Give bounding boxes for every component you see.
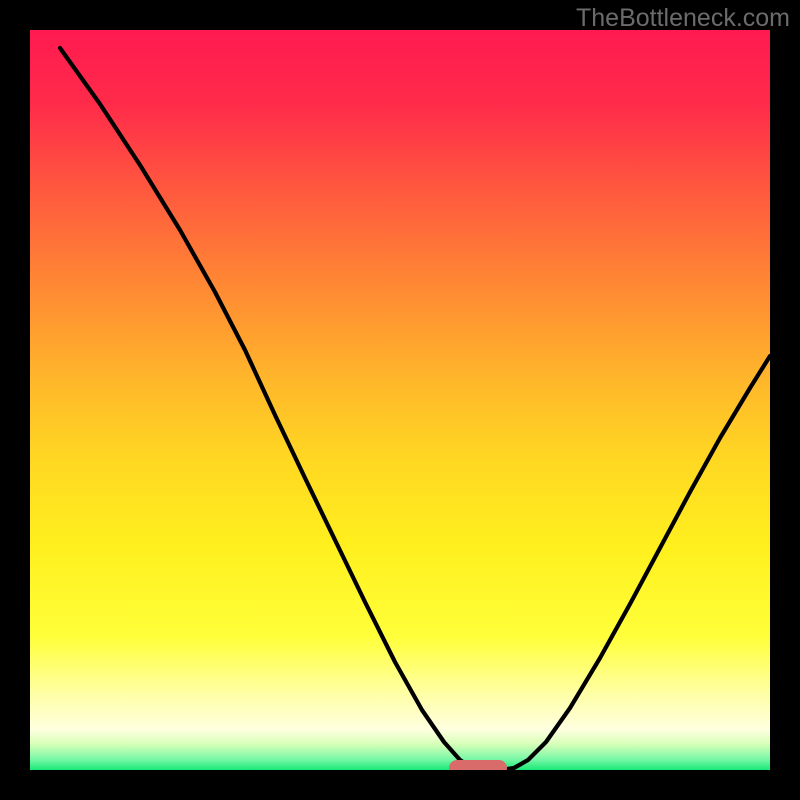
watermark-label: TheBottleneck.com [576,4,790,33]
optimum-marker [449,760,507,770]
plot-area [30,30,770,770]
bottleneck-curve [30,30,770,770]
curve-path [60,48,770,770]
chart-container: TheBottleneck.com [0,0,800,800]
